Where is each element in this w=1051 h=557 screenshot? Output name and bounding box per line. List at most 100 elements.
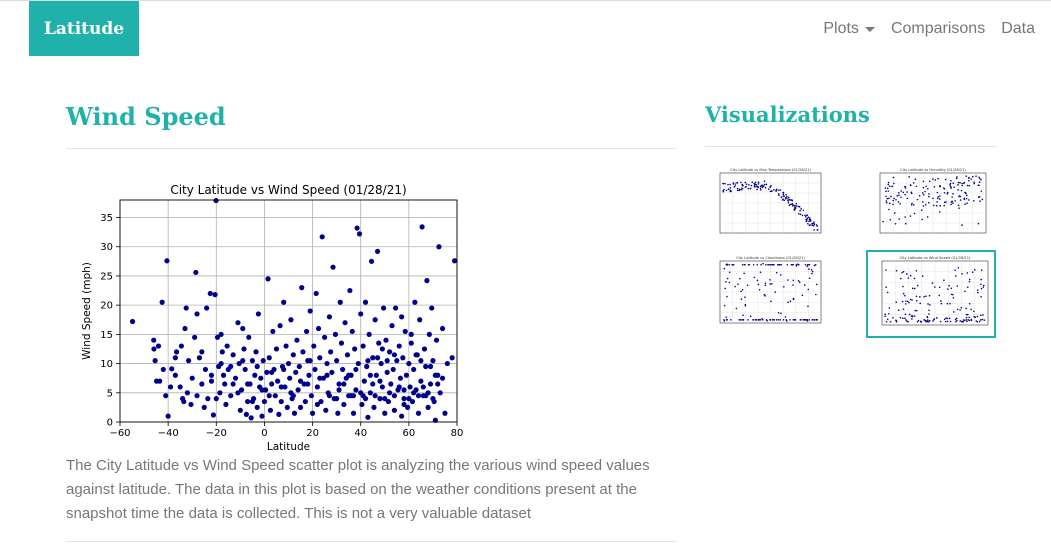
thumbnail-point [815, 319, 818, 321]
thumbnail-max-temperature[interactable]: City Latitude vs Max Temperature (01/28/… [706, 164, 827, 244]
data-point [163, 393, 169, 399]
data-point [425, 404, 431, 410]
thumbnail-point [895, 198, 897, 201]
thumbnail-point [761, 186, 764, 189]
thumbnail-point [908, 301, 910, 304]
data-point [240, 358, 246, 364]
thumbnail-point [757, 181, 760, 183]
data-point [129, 318, 136, 325]
data-point [306, 372, 312, 378]
thumbnail-point [726, 263, 729, 266]
thumbnail-point [885, 190, 887, 193]
thumbnail-point [816, 229, 819, 231]
thumbnail-point [722, 182, 725, 185]
y-tick-label: 35 [100, 213, 113, 224]
thumbnail-humidity[interactable]: City Latitude vs Humidity (01/28/21) [866, 164, 992, 244]
nav-comparisons[interactable]: Comparisons [890, 20, 986, 37]
thumbnail-point [944, 178, 947, 181]
thumbnail-point [797, 205, 800, 208]
data-point [207, 290, 213, 297]
thumbnail-point [980, 287, 983, 290]
thumbnail-point [765, 183, 768, 186]
thumbnail-point [759, 187, 762, 190]
thumbnail-point [966, 320, 968, 323]
thumbnail-point [980, 269, 983, 271]
thumbnail-point [906, 191, 909, 193]
data-point [358, 311, 364, 317]
thumbnail-point [902, 191, 905, 194]
thumbnail-point [747, 187, 750, 190]
thumbnail-point [767, 188, 770, 190]
thumbnail-point [787, 201, 790, 204]
thumbnail-point [955, 317, 958, 320]
data-point [329, 369, 335, 375]
data-point [379, 346, 385, 352]
thumbnail-point [744, 181, 747, 184]
thumbnail-point [884, 315, 886, 317]
thumbnail-point [949, 185, 952, 188]
brand-logo[interactable]: Latitude [29, 1, 139, 56]
bottom-divider [66, 541, 676, 542]
data-point [296, 363, 302, 370]
thumbnail-point [965, 175, 968, 177]
data-point [355, 360, 361, 367]
thumbnail-point [974, 269, 976, 271]
thumbnail-point [973, 181, 975, 183]
data-point [283, 343, 289, 349]
data-point [432, 372, 438, 378]
thumbnail-wind-speed[interactable]: City Latitude vs Wind Speed (01/28/21) [866, 250, 996, 338]
data-point [266, 393, 272, 399]
data-point [266, 355, 272, 361]
thumbnail-point [791, 199, 794, 202]
data-point [291, 410, 298, 416]
thumbnail-point [758, 319, 761, 321]
nav-data[interactable]: Data [1001, 20, 1035, 37]
data-point [201, 404, 207, 410]
thumbnail-point [750, 184, 753, 187]
thumbnail-point [728, 271, 731, 274]
thumbnail-point [954, 269, 956, 272]
thumbnail-point [790, 263, 793, 266]
data-point [433, 337, 440, 343]
thumbnail-point [777, 319, 780, 321]
thumbnail-point [806, 263, 809, 266]
thumbnail-point [796, 205, 798, 207]
data-point [423, 363, 429, 370]
nav-plots-dropdown[interactable]: Plots [823, 20, 875, 38]
thumbnail-point [975, 175, 977, 177]
data-point [173, 349, 180, 355]
data-point [391, 393, 398, 399]
data-point [205, 396, 211, 402]
thumbnail-point [789, 300, 792, 303]
x-tick-label: −60 [109, 428, 130, 439]
thumbnail-point [769, 263, 771, 266]
thumbnail-point [744, 304, 747, 307]
thumbnail-point [906, 197, 909, 200]
thumbnail-cloudiness[interactable]: City Latitude vs Cloudiness (01/28/21) [706, 252, 827, 334]
top-nav: Plots Comparisons Data [823, 20, 1035, 38]
data-point [409, 398, 416, 405]
thumbnail-point [780, 312, 782, 315]
data-point [272, 393, 278, 399]
thumbnail-point [811, 319, 814, 321]
thumbnail-point [777, 193, 780, 195]
thumbnail-point [911, 202, 913, 205]
y-tick-label: 0 [107, 418, 113, 429]
data-point [382, 410, 388, 416]
thumbnail-point [967, 319, 969, 321]
data-point [317, 375, 323, 381]
thumbnail-point [740, 181, 742, 184]
thumbnail-point [885, 320, 888, 323]
data-point [294, 337, 300, 343]
data-point [330, 264, 336, 270]
thumbnail-point [968, 176, 970, 179]
thumbnail-point [933, 186, 936, 188]
thumbnail-point [882, 220, 884, 223]
thumbnail-point [915, 185, 918, 188]
thumbnail-point [806, 319, 809, 321]
thumbnail-point [755, 319, 758, 321]
thumbnail-point [944, 320, 947, 323]
thumbnail-point [809, 218, 811, 221]
data-point [253, 349, 259, 355]
data-point [360, 393, 366, 399]
